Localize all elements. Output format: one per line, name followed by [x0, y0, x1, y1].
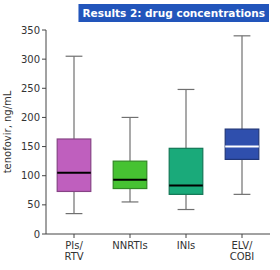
y-tick-label: 100 — [21, 170, 40, 181]
y-axis-label: tenofovir, ng/mL — [2, 90, 13, 173]
cap-high — [234, 35, 251, 36]
y-tick — [42, 117, 46, 118]
median — [225, 146, 259, 148]
whisker-low — [73, 191, 74, 213]
boxes — [57, 36, 259, 214]
x-tick-label: ELV/COBI — [230, 240, 255, 262]
whisker-high — [185, 89, 186, 148]
y-tick-label: 350 — [21, 25, 40, 36]
x-tick-label-line: COBI — [230, 251, 255, 262]
x-tick — [186, 234, 187, 238]
x-axis-line — [46, 234, 270, 235]
median — [57, 172, 91, 174]
median — [113, 179, 147, 181]
x-tick — [130, 234, 131, 238]
y-tick-label: 50 — [27, 199, 40, 210]
x-tick-label-line: INIs — [177, 240, 196, 251]
x-tick-label-line: NNRTIs — [112, 240, 147, 251]
y-tick-label: 0 — [34, 229, 40, 240]
cap-high — [122, 117, 139, 118]
cap-low — [66, 213, 83, 214]
x-tick-label-line: RTV — [64, 251, 83, 262]
chart-container: 0 50 100 150 200 250 300 350 PIs/RTV NNRTIs INIs EL… — [0, 0, 280, 270]
y-tick — [42, 30, 46, 31]
x-tick — [74, 234, 75, 238]
cap-low — [178, 209, 195, 210]
title-background — [78, 4, 269, 22]
y-axis-line — [46, 30, 47, 234]
y-tick-label: 150 — [21, 141, 40, 152]
y-tick — [42, 234, 46, 235]
whisker-low — [241, 159, 242, 194]
y-tick-label: 300 — [21, 54, 40, 65]
y-tick — [42, 204, 46, 205]
box — [57, 139, 91, 191]
y-tick — [42, 59, 46, 60]
y-tick — [42, 146, 46, 147]
x-tick — [242, 234, 243, 238]
whisker-high — [73, 56, 74, 139]
x-tick-label: PIs/RTV — [64, 240, 83, 262]
x-tick-label: INIs — [177, 240, 196, 251]
y-tick-label: 200 — [21, 112, 40, 123]
box — [169, 148, 203, 194]
whisker-low — [185, 194, 186, 209]
cap-high — [178, 89, 195, 90]
y-tick — [42, 88, 46, 89]
cap-low — [234, 194, 251, 195]
x-tick-label-line: ELV/ — [231, 240, 253, 251]
cap-low — [122, 201, 139, 202]
median — [169, 185, 203, 187]
x-tick-label: NNRTIs — [112, 240, 147, 251]
title: Results 2: drug concentrations — [82, 7, 265, 19]
box — [225, 129, 259, 159]
whisker-high — [129, 117, 130, 161]
y-tick-label: 250 — [21, 83, 40, 94]
whisker-high — [241, 36, 242, 129]
box — [113, 161, 147, 188]
chart-svg: 0 50 100 150 200 250 300 350 PIs/RTV NNRTIs INIs EL… — [0, 0, 280, 270]
x-tick-label-line: PIs/ — [65, 240, 83, 251]
cap-high — [66, 56, 83, 57]
y-tick — [42, 175, 46, 176]
whisker-low — [129, 189, 130, 202]
